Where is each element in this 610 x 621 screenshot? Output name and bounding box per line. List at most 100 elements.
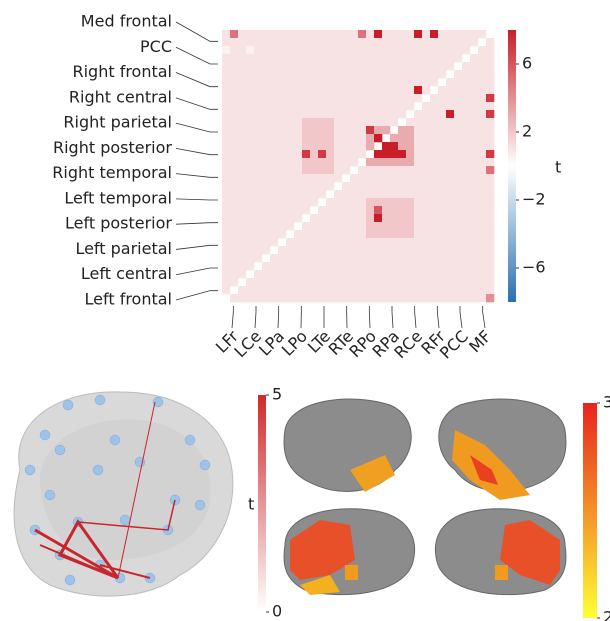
cell — [222, 118, 231, 127]
cell — [310, 278, 319, 287]
cell — [262, 142, 271, 151]
cell — [350, 174, 359, 183]
cell — [254, 110, 263, 119]
cell — [238, 222, 247, 231]
cell — [422, 294, 431, 303]
cell — [286, 70, 295, 79]
cell — [470, 142, 479, 151]
row-label: Left frontal — [85, 290, 173, 309]
cell — [486, 78, 495, 87]
cell — [318, 78, 327, 87]
cell — [438, 246, 447, 255]
cell — [470, 182, 479, 191]
cell — [430, 46, 439, 55]
cell — [430, 294, 439, 303]
cell — [286, 30, 295, 39]
cell — [382, 214, 391, 223]
cell — [406, 78, 415, 87]
cell — [382, 70, 391, 79]
cell — [390, 254, 399, 263]
cell — [430, 70, 439, 79]
cell — [398, 94, 407, 103]
cell — [230, 30, 239, 39]
cell — [302, 238, 311, 247]
cell — [270, 206, 279, 215]
cell — [382, 230, 391, 239]
cell — [278, 78, 287, 87]
cell — [342, 238, 351, 247]
cell — [238, 182, 247, 191]
leader-line — [175, 97, 218, 110]
cell — [462, 166, 471, 175]
cell — [446, 262, 455, 271]
cell — [342, 278, 351, 287]
cell — [430, 254, 439, 263]
cell — [486, 270, 495, 279]
cell — [278, 158, 287, 167]
cell — [486, 102, 495, 111]
cell — [254, 134, 263, 143]
cell — [230, 102, 239, 111]
cell — [286, 78, 295, 87]
cell — [454, 54, 463, 63]
cell — [430, 262, 439, 271]
cell — [342, 190, 351, 199]
cell — [414, 38, 423, 47]
cell — [462, 38, 471, 47]
cell — [246, 118, 255, 127]
cell — [398, 166, 407, 175]
cell — [382, 198, 391, 207]
cell — [438, 182, 447, 191]
cell — [486, 150, 495, 159]
cell — [382, 254, 391, 263]
cell — [398, 294, 407, 303]
cell — [334, 190, 343, 199]
cell — [270, 278, 279, 287]
cell — [358, 174, 367, 183]
cell — [230, 278, 239, 287]
cell — [238, 174, 247, 183]
cell — [430, 38, 439, 47]
cell — [350, 254, 359, 263]
cell — [246, 62, 255, 71]
cell — [478, 46, 487, 55]
colorbar-tick-label: 0 — [272, 602, 282, 621]
cell — [398, 182, 407, 191]
cell — [414, 126, 423, 135]
cell — [294, 166, 303, 175]
cell — [254, 230, 263, 239]
cell — [414, 190, 423, 199]
cell — [318, 54, 327, 63]
cell — [254, 38, 263, 47]
cell — [486, 278, 495, 287]
cell — [446, 286, 455, 295]
cell — [310, 190, 319, 199]
cell — [326, 254, 335, 263]
cell — [486, 70, 495, 79]
cell — [326, 174, 335, 183]
cell — [262, 230, 271, 239]
cell — [342, 294, 351, 303]
cell — [422, 54, 431, 63]
cell — [462, 126, 471, 135]
cell — [390, 78, 399, 87]
leader-line — [175, 222, 218, 225]
cell — [422, 166, 431, 175]
cell — [382, 294, 391, 303]
cell — [414, 150, 423, 159]
cell — [414, 286, 423, 295]
cell — [310, 126, 319, 135]
cell — [438, 150, 447, 159]
cell — [414, 198, 423, 207]
cell — [382, 126, 391, 135]
cell — [414, 134, 423, 143]
cell — [270, 150, 279, 159]
cell — [278, 222, 287, 231]
cell — [334, 206, 343, 215]
cell — [486, 142, 495, 151]
cell — [454, 118, 463, 127]
cell — [350, 270, 359, 279]
cell — [262, 94, 271, 103]
cell — [270, 230, 279, 239]
cell — [302, 94, 311, 103]
